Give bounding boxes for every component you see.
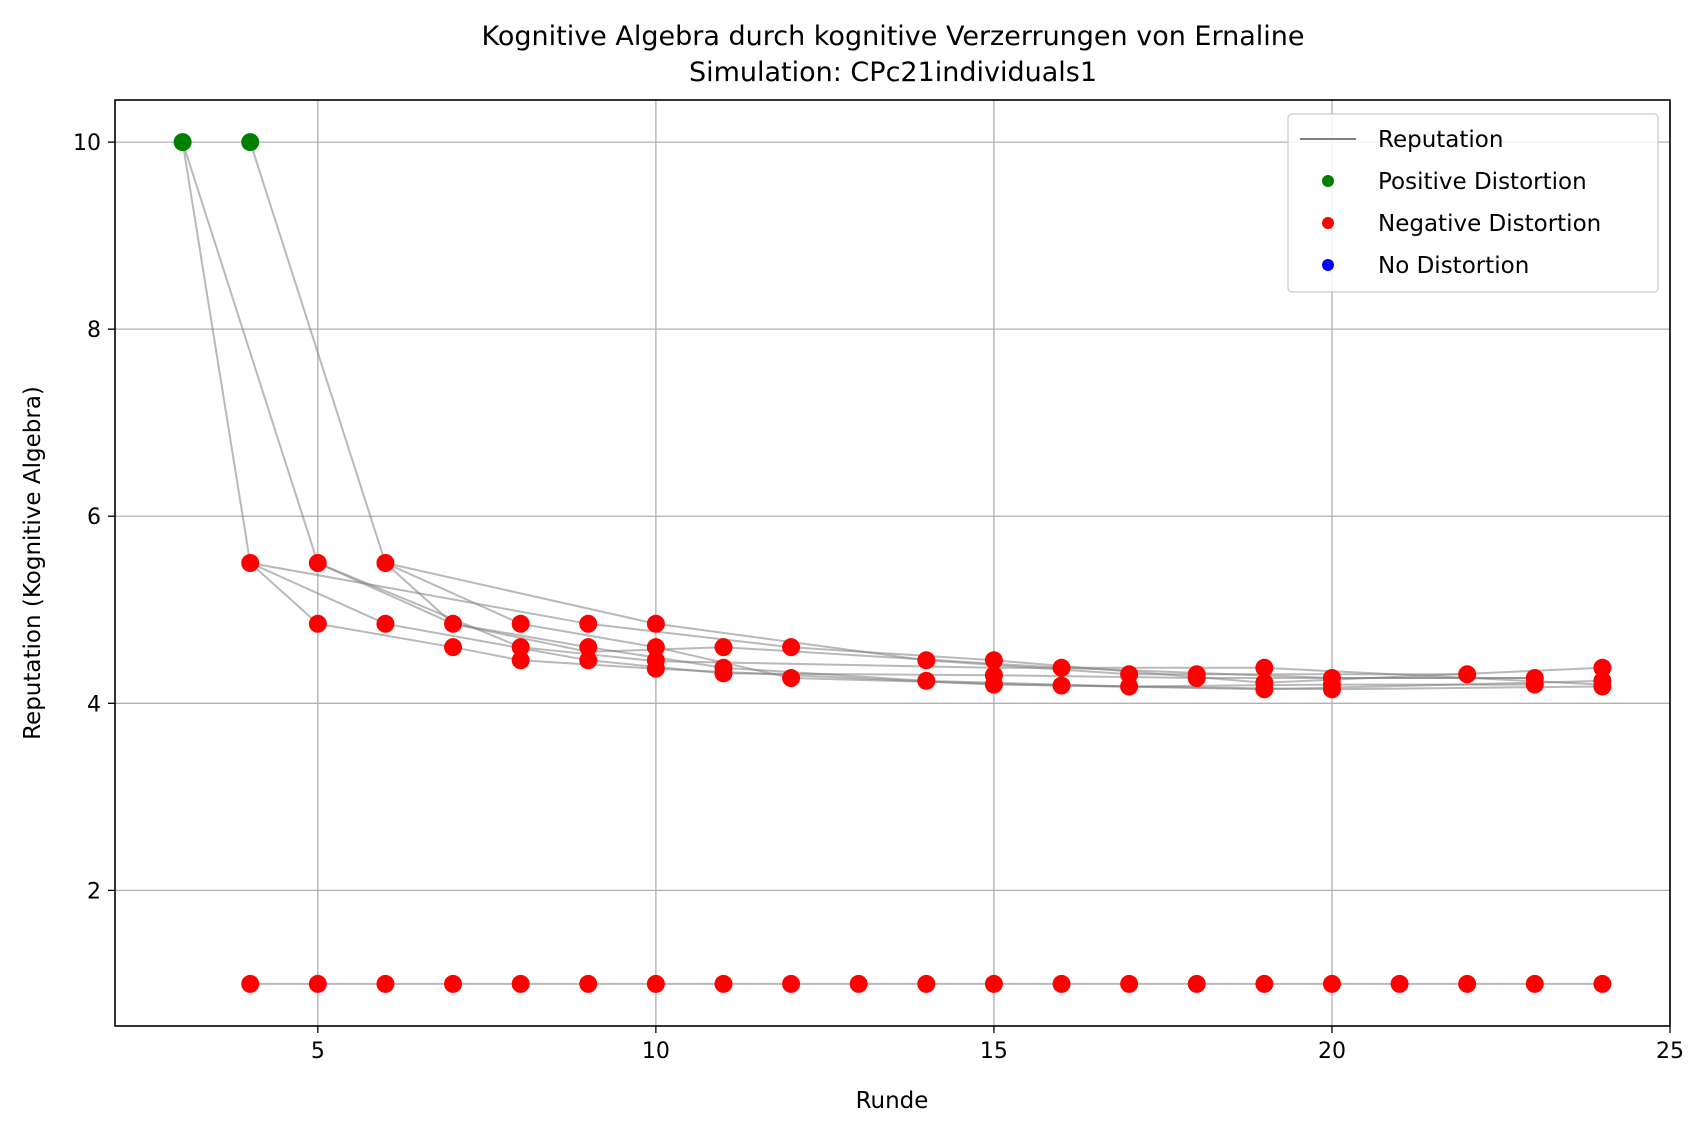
negative-distortion-point xyxy=(646,974,665,993)
chart-subtitle: Simulation: CPc21individuals1 xyxy=(689,57,1097,88)
negative-distortion-point xyxy=(1255,680,1274,699)
negative-distortion-point xyxy=(782,638,801,657)
negative-distortion-point xyxy=(1052,974,1071,993)
negative-distortion-point xyxy=(376,614,395,633)
reputation-line xyxy=(317,562,1603,686)
negative-distortion-point xyxy=(376,974,395,993)
legend: Reputation Positive Distortion Negative Di… xyxy=(1287,113,1659,293)
negative-distortion-point xyxy=(444,614,463,633)
negative-distortion-point xyxy=(1593,974,1612,993)
negative-distortion-point xyxy=(511,614,530,633)
negative-distortion-point xyxy=(1390,974,1409,993)
negative-distortion-point xyxy=(1255,658,1274,677)
negative-distortion-point xyxy=(782,974,801,993)
x-tick-label: 20 xyxy=(1318,1039,1346,1064)
negative-distortion-point xyxy=(444,974,463,993)
positive-distortion-point xyxy=(241,133,260,152)
legend-label: Reputation xyxy=(1378,127,1503,153)
x-tick-label: 15 xyxy=(980,1039,1008,1064)
negative-distortion-point xyxy=(714,664,733,683)
negative-distortion-point xyxy=(511,638,530,657)
x-tick-label: 10 xyxy=(642,1039,670,1064)
y-axis-label: Reputation (Kognitive Algebra) xyxy=(20,386,46,740)
y-tick-label: 6 xyxy=(87,505,101,530)
y-tick-label: 10 xyxy=(73,131,101,156)
negative-distortion-point xyxy=(1525,675,1544,694)
negative-distortion-point xyxy=(917,671,936,690)
negative-distortion-point xyxy=(984,651,1003,670)
x-tick-label: 5 xyxy=(311,1039,325,1064)
y-tick-label: 8 xyxy=(87,318,101,343)
legend-box xyxy=(1287,113,1659,293)
negative-distortion-point xyxy=(579,651,598,670)
negative-distortion-point xyxy=(714,638,733,657)
x-axis-label: Runde xyxy=(856,1088,929,1114)
negative-distortion-point xyxy=(646,614,665,633)
reputation-line xyxy=(250,562,1603,684)
negative-distortion-point xyxy=(1322,974,1341,993)
negative-distortion-point xyxy=(1120,974,1139,993)
legend-label: No Distortion xyxy=(1378,253,1529,279)
negative-distortion-point xyxy=(308,974,327,993)
negative-distortion-point xyxy=(646,638,665,657)
negative-distortion-point xyxy=(646,659,665,678)
negative-distortion-point xyxy=(1322,680,1341,699)
chart-title: Kognitive Algebra durch kognitive Verzer… xyxy=(481,21,1304,52)
distortion-points xyxy=(173,133,1612,993)
negative-distortion-point xyxy=(1120,677,1139,696)
negative-distortion-point xyxy=(984,974,1003,993)
negative-distortion-point xyxy=(1525,974,1544,993)
negative-distortion-point xyxy=(1458,665,1477,684)
negative-distortion-point xyxy=(782,669,801,688)
negative-distortion-point xyxy=(1052,676,1071,695)
negative-distortion-point xyxy=(1593,677,1612,696)
legend-marker-swatch xyxy=(1322,259,1334,271)
negative-distortion-point xyxy=(308,614,327,633)
negative-distortion-point xyxy=(444,638,463,657)
negative-distortion-point xyxy=(1052,658,1071,677)
negative-distortion-point xyxy=(511,651,530,670)
y-tick-label: 4 xyxy=(87,692,101,717)
negative-distortion-point xyxy=(241,554,260,572)
legend-label: Negative Distortion xyxy=(1378,211,1601,237)
legend-marker-swatch xyxy=(1322,175,1334,187)
negative-distortion-point xyxy=(917,651,936,670)
negative-distortion-point xyxy=(308,554,327,572)
positive-distortion-point xyxy=(173,133,192,152)
negative-distortion-point xyxy=(1593,658,1612,677)
negative-distortion-point xyxy=(1187,669,1206,688)
negative-distortion-point xyxy=(579,614,598,633)
negative-distortion-point xyxy=(714,974,733,993)
negative-distortion-point xyxy=(849,974,868,993)
y-tick-label: 2 xyxy=(87,879,101,904)
negative-distortion-point xyxy=(579,638,598,657)
negative-distortion-point xyxy=(376,554,395,572)
negative-distortion-point xyxy=(1458,974,1477,993)
axis-ticks: 5 10 15 20 25 2 4 6 8 10 xyxy=(73,131,1684,1064)
negative-distortion-point xyxy=(241,974,260,993)
legend-marker-swatch xyxy=(1322,217,1334,229)
negative-distortion-point xyxy=(579,974,598,993)
negative-distortion-point xyxy=(917,974,936,993)
x-tick-label: 25 xyxy=(1656,1039,1684,1064)
legend-label: Positive Distortion xyxy=(1378,169,1587,195)
negative-distortion-point xyxy=(511,974,530,993)
negative-distortion-point xyxy=(1187,974,1206,993)
plot-frame xyxy=(114,99,1671,1027)
negative-distortion-point xyxy=(984,675,1003,694)
negative-distortion-point xyxy=(1255,974,1274,993)
